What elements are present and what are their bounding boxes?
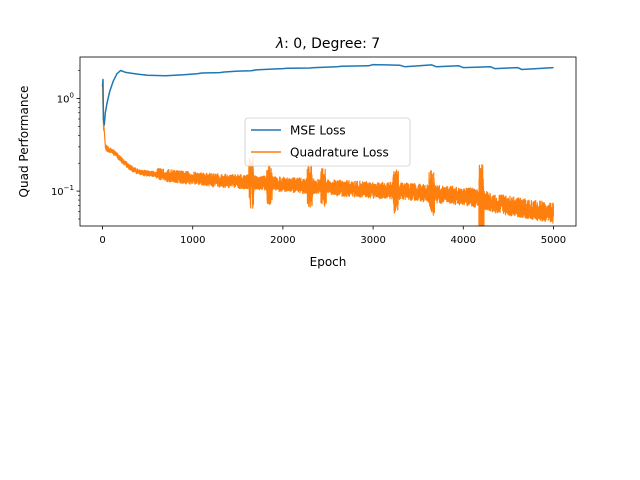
legend: MSE Loss Quadrature Loss	[244, 117, 411, 167]
y-axis-ticks: 10−1 100	[51, 70, 80, 220]
x-tick-label: 4000	[451, 235, 476, 246]
x-axis-label: Epoch	[310, 255, 347, 269]
x-tick-label: 2000	[270, 235, 295, 246]
series-mse-loss-line	[101, 63, 554, 126]
y-tick-label: 10−1	[51, 184, 74, 198]
chart-title: λ: 0, Degree: 7	[275, 36, 380, 52]
legend-mse-loss-label: MSE Loss	[290, 124, 346, 138]
series-layer	[101, 63, 554, 226]
x-axis-ticks: 0 1000 2000 3000 4000 5000	[99, 226, 566, 246]
axes-frame	[79, 56, 577, 227]
chart-title-rest: : 0, Degree: 7	[284, 36, 380, 52]
x-tick-label: 5000	[541, 235, 566, 246]
y-tick-label: 100	[57, 91, 74, 105]
chart-title-lambda: λ	[275, 36, 284, 52]
y-axis-label: Quad Performance	[17, 86, 31, 198]
legend-box	[244, 117, 411, 167]
x-tick-label: 0	[99, 235, 105, 246]
x-tick-label: 3000	[360, 235, 385, 246]
x-tick-label: 1000	[180, 235, 205, 246]
legend-quadrature-loss-label: Quadrature Loss	[290, 146, 389, 160]
